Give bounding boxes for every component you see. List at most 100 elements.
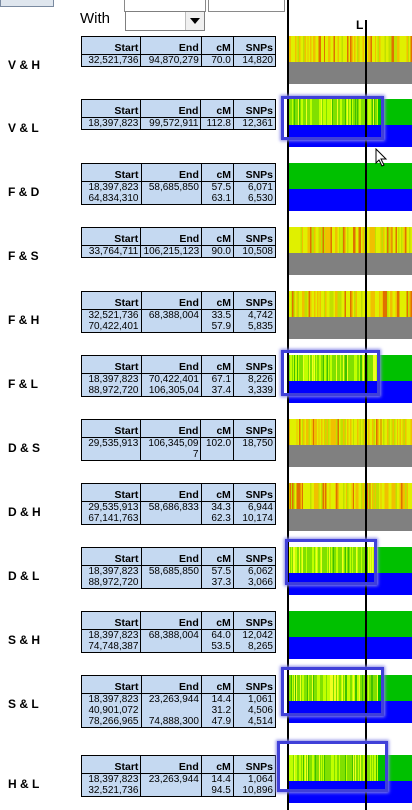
cell-cm[interactable]: 57.5 bbox=[200, 565, 235, 577]
cell-snps[interactable]: 6,944 bbox=[232, 501, 277, 513]
cell-start[interactable]: 70,422,401 bbox=[81, 321, 142, 333]
cell-cm[interactable]: 112.8 bbox=[200, 117, 234, 130]
cell-end[interactable]: 58,685,850 bbox=[140, 565, 202, 577]
with-dropdown[interactable] bbox=[125, 11, 205, 31]
cell-snps[interactable]: 8,265 bbox=[232, 641, 277, 653]
cell-start[interactable]: 29,535,913 bbox=[80, 437, 142, 449]
cell-end[interactable]: 58,686,833 bbox=[140, 501, 202, 513]
pair-label: F & L bbox=[8, 377, 38, 391]
cell-cm[interactable]: 57.9 bbox=[200, 321, 235, 333]
cell-cm[interactable]: 67.1 bbox=[200, 373, 235, 385]
cell-snps[interactable]: 12,361 bbox=[232, 117, 277, 130]
cell-start[interactable]: 18,397,823 bbox=[80, 629, 142, 641]
cell-cm[interactable]: 62.3 bbox=[200, 513, 234, 525]
cell-start[interactable]: 88,972,720 bbox=[81, 577, 142, 589]
cell-end[interactable] bbox=[140, 577, 202, 589]
cell-snps[interactable]: 3,339 bbox=[233, 385, 276, 397]
cell-snps[interactable]: 18,750 bbox=[233, 437, 276, 449]
cell-cm[interactable]: 70.0 bbox=[200, 54, 234, 67]
cell-end[interactable] bbox=[140, 641, 202, 653]
cell-snps[interactable]: 10,508 bbox=[232, 245, 277, 258]
cell-end[interactable] bbox=[140, 193, 202, 205]
selection-box[interactable] bbox=[277, 741, 388, 792]
cell-snps[interactable]: 5,835 bbox=[233, 321, 276, 333]
selection-box[interactable] bbox=[281, 667, 384, 716]
cell-snps[interactable]: 10,896 bbox=[232, 785, 277, 797]
cell-snps[interactable]: 8,226 bbox=[233, 373, 276, 385]
header-end: End bbox=[140, 36, 202, 55]
cell-cm[interactable]: 37.3 bbox=[200, 577, 235, 589]
cell-cm[interactable]: 57.5 bbox=[200, 181, 235, 193]
cell-snps[interactable]: 12,042 bbox=[232, 629, 277, 641]
cell-snps[interactable]: 10,174 bbox=[232, 513, 277, 525]
cell-cm[interactable]: 94.5 bbox=[200, 785, 234, 797]
header-snps: SNPs bbox=[232, 36, 277, 55]
cell-start[interactable]: 18,397,823 bbox=[80, 117, 142, 130]
cell-end[interactable]: 68,388,004 bbox=[140, 309, 202, 321]
selection-box[interactable] bbox=[281, 350, 380, 396]
cell-cm[interactable]: 53.5 bbox=[200, 641, 234, 653]
cell-start[interactable]: 18,397,823 bbox=[81, 565, 142, 577]
cell-snps[interactable]: 1,061 bbox=[233, 693, 276, 705]
cell-cm[interactable]: 14.4 bbox=[200, 773, 234, 785]
cell-snps[interactable]: 4,514 bbox=[233, 716, 276, 728]
cell-snps[interactable]: 6,530 bbox=[233, 193, 276, 205]
cell-end[interactable]: 106,215,123 bbox=[140, 245, 203, 258]
cell-end[interactable]: 106,305,04 bbox=[140, 385, 202, 397]
cell-start[interactable]: 33,764,711 bbox=[80, 245, 142, 258]
chevron-down-icon[interactable] bbox=[185, 12, 204, 30]
cell-end[interactable]: 106,345,09 bbox=[140, 437, 202, 449]
top-select-2[interactable] bbox=[208, 0, 285, 12]
selection-box[interactable] bbox=[285, 539, 377, 585]
cell-start[interactable]: 67,141,763 bbox=[80, 513, 142, 525]
cell-start[interactable]: 64,834,310 bbox=[81, 193, 142, 205]
cell-end[interactable]: 58,685,850 bbox=[140, 181, 202, 193]
cell-cm[interactable]: 33.5 bbox=[200, 309, 235, 321]
cell-snps[interactable] bbox=[233, 449, 276, 461]
cell-start[interactable]: 18,397,823 bbox=[81, 693, 142, 705]
cell-start[interactable]: 29,535,913 bbox=[80, 501, 142, 513]
cell-end[interactable]: 94,870,279 bbox=[140, 54, 202, 67]
cell-cm[interactable]: 37.4 bbox=[200, 385, 235, 397]
cell-start[interactable]: 78,266,965 bbox=[81, 716, 142, 728]
cell-end[interactable]: 23,263,944 bbox=[140, 693, 202, 705]
cell-end[interactable]: 23,263,944 bbox=[140, 773, 202, 785]
cell-end[interactable]: 74,888,300 bbox=[140, 716, 202, 728]
cell-start[interactable]: 18,397,823 bbox=[81, 181, 142, 193]
cell-cm[interactable] bbox=[200, 449, 235, 461]
cell-start[interactable] bbox=[80, 449, 142, 461]
cell-cm[interactable]: 63.1 bbox=[200, 193, 235, 205]
cell-start[interactable]: 32,521,736 bbox=[81, 309, 142, 321]
cell-start[interactable]: 74,748,387 bbox=[80, 641, 142, 653]
cell-cm[interactable]: 31.2 bbox=[200, 705, 235, 716]
cell-cm[interactable]: 14.4 bbox=[200, 693, 235, 705]
cell-snps[interactable]: 1,064 bbox=[232, 773, 277, 785]
cell-cm[interactable]: 34.3 bbox=[200, 501, 234, 513]
cell-snps[interactable]: 6,062 bbox=[233, 565, 276, 577]
cell-start[interactable]: 32,521,736 bbox=[80, 785, 142, 797]
cell-end[interactable]: 99,572,911 bbox=[140, 117, 202, 130]
cell-snps[interactable]: 14,820 bbox=[232, 54, 277, 67]
cell-start[interactable]: 88,972,720 bbox=[81, 385, 142, 397]
cell-end[interactable] bbox=[140, 321, 202, 333]
cell-start[interactable]: 32,521,736 bbox=[80, 54, 142, 67]
cell-end[interactable] bbox=[140, 705, 202, 716]
top-button[interactable] bbox=[0, 0, 54, 7]
cell-snps[interactable]: 6,071 bbox=[233, 181, 276, 193]
cell-cm[interactable]: 64.0 bbox=[200, 629, 234, 641]
cell-end[interactable]: 70,422,401 bbox=[140, 373, 202, 385]
cell-cm[interactable]: 102.0 bbox=[200, 437, 235, 449]
cell-cm[interactable]: 47.9 bbox=[200, 716, 235, 728]
cell-end[interactable] bbox=[140, 513, 202, 525]
cell-cm[interactable]: 90.0 bbox=[201, 245, 234, 258]
cell-start[interactable]: 40,901,072 bbox=[81, 705, 142, 716]
cell-end[interactable] bbox=[140, 785, 202, 797]
cell-start[interactable]: 18,397,823 bbox=[81, 373, 142, 385]
cell-snps[interactable]: 4,506 bbox=[233, 705, 276, 716]
cell-end[interactable]: 7 bbox=[140, 449, 202, 461]
cell-end[interactable]: 68,388,004 bbox=[140, 629, 202, 641]
cell-start[interactable]: 18,397,823 bbox=[80, 773, 142, 785]
selection-box[interactable] bbox=[281, 96, 384, 140]
cell-snps[interactable]: 3,066 bbox=[233, 577, 276, 589]
cell-snps[interactable]: 4,742 bbox=[233, 309, 276, 321]
